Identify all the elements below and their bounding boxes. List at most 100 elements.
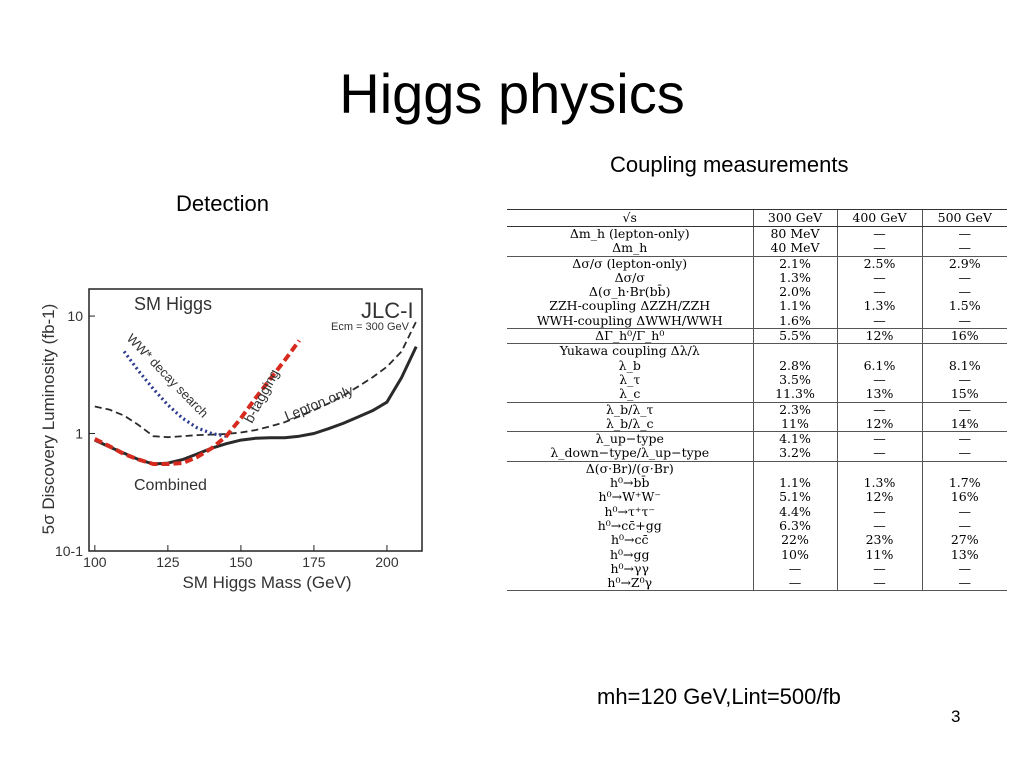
quantity-cell: λ_up−type — [595, 431, 664, 447]
value-cell: 4.1% — [752, 432, 837, 447]
quantity-cell: h⁰→Z⁰γ — [507, 576, 753, 592]
table-row: WWH-coupling ΔWWH/WWH 1.6% — — — [507, 313, 1007, 330]
value-cell: — — [921, 504, 1007, 519]
quantity-cell: λ_b/λ_c — [507, 416, 753, 433]
quantity-cell: Δ(σ_h·Br(bb̄) — [588, 284, 671, 300]
value-cell — [836, 461, 922, 477]
value-cell: — — [752, 576, 837, 592]
value-cell: — — [836, 576, 922, 592]
value-cell: 1.3% — [836, 475, 922, 491]
value-cell: — — [836, 313, 922, 330]
value-cell — [752, 461, 837, 477]
value-cell: 3.2% — [752, 446, 837, 462]
series-line-lepton-only — [94, 321, 418, 439]
quantity-cell: h⁰→τ⁺τ⁻ — [604, 503, 656, 519]
value-cell: 1.5% — [921, 299, 1007, 314]
value-cell: 27% — [921, 532, 1007, 548]
table-row: h⁰→gg 10% 11% 13% — [507, 547, 1007, 562]
energy-note: Ecm = 300 GeV — [331, 321, 410, 333]
series-line-b-tagging — [93, 339, 301, 466]
value-cell: 16% — [921, 328, 1007, 345]
value-cell: 10% — [752, 547, 837, 562]
quantity-cell: Δσ/σ — [614, 269, 645, 285]
value-cell: 11% — [752, 416, 837, 433]
value-cell: 13% — [836, 387, 922, 403]
value-cell: 23% — [836, 532, 922, 548]
value-cell: 5.5% — [752, 328, 837, 345]
table-row: Δσ/σ (lepton-only) 2.1% 2.5% 2.9% — [507, 256, 1007, 271]
quantity-cell: λ_c — [507, 387, 753, 403]
series-label-combined: Combined — [134, 477, 207, 494]
table-row: h⁰→bb̄ 1.1% 1.3% 1.7% — [507, 475, 1007, 491]
quantity-cell: ΔΓ_h⁰/Γ_h⁰ — [507, 328, 753, 345]
quantity-cell: λ_b — [618, 357, 641, 373]
value-cell: 12% — [836, 490, 922, 505]
table-row: ΔΓ_h⁰/Γ_h⁰ 5.5% 12% 16% — [507, 328, 1007, 345]
parameters-note: mh=120 GeV,Lint=500/fb — [597, 684, 841, 709]
table-row: h⁰→γγ — — — — [507, 561, 1007, 577]
quantity-cell: Δm_h — [507, 241, 753, 257]
table-row: λ_b 2.8% 6.1% 8.1% — [507, 357, 1007, 373]
value-cell: — — [836, 561, 922, 577]
table-row: Δσ/σ 1.3% — — — [507, 269, 1007, 286]
y-tick-label: 10 — [67, 308, 83, 324]
table-group: ΔΓ_h⁰/Γ_h⁰ 5.5% 12% 16% — [507, 328, 1007, 345]
value-cell: — — [921, 518, 1007, 534]
table-row: h⁰→Z⁰γ — — — — [507, 576, 1007, 592]
quantity-cell: λ_b/λ_τ — [606, 401, 654, 417]
header-cell-500gev: 500 GeV — [921, 209, 1007, 227]
table-row: λ_b/λ_c 11% 12% 14% — [507, 416, 1007, 433]
value-cell: 16% — [921, 490, 1007, 505]
value-cell: — — [921, 241, 1007, 257]
table-header-row: √s 300 GeV 400 GeV 500 GeV — [507, 209, 1007, 227]
value-cell: 6.3% — [752, 518, 837, 534]
quantity-cell: λ_τ — [619, 371, 641, 387]
quantity-cell: Δσ/σ (lepton-only) — [572, 255, 688, 271]
table-row: ZZH-coupling ΔZZH/ZZH 1.1% 1.3% 1.5% — [507, 299, 1007, 314]
value-cell: — — [921, 313, 1007, 330]
quantity-cell: h⁰→W⁺W⁻ — [598, 489, 661, 505]
table-group: Δ(σ·Br)/(σ·Br) h⁰→bb̄ 1.1% 1.3% 1.7% h⁰→W⁺W⁻ 5… — [507, 461, 1007, 592]
value-cell: 11% — [836, 547, 922, 562]
quantity-cell: Yukawa coupling Δλ/λ — [559, 343, 700, 359]
value-cell: 1.1% — [752, 475, 837, 491]
slide-title: Higgs physics — [339, 62, 685, 125]
chart-title: SM Higgs — [134, 294, 212, 314]
table-group: λ_b/λ_τ 2.3% — — λ_b/λ_c 11% 12% 14% — [507, 402, 1007, 433]
coupling-table: √s 300 GeV 400 GeV 500 GeV Δm_h (lepton-… — [507, 209, 1007, 592]
experiment-label: JLC-I — [361, 298, 414, 323]
table-row: Δ(σ·Br)/(σ·Br) — [507, 461, 1007, 477]
value-cell: 40 MeV — [752, 241, 837, 257]
header-cell-300gev: 300 GeV — [752, 209, 837, 227]
value-cell: 5.1% — [752, 490, 837, 505]
value-cell: — — [836, 446, 922, 462]
value-cell — [921, 343, 1007, 359]
table-row: Δm_h (lepton-only) 80 MeV — — — [507, 226, 1007, 242]
value-cell: 13% — [921, 547, 1007, 562]
value-cell: — — [921, 561, 1007, 577]
quantity-cell: Δm_h (lepton-only) — [569, 226, 690, 241]
x-tick-label: 175 — [302, 554, 326, 570]
table-row: Yukawa coupling Δλ/λ — [507, 344, 1007, 359]
value-cell: 1.3% — [752, 270, 837, 286]
value-cell: — — [752, 561, 837, 577]
quantity-cell: WWH-coupling ΔWWH/WWH — [507, 313, 753, 330]
table-row: λ_b/λ_τ 2.3% — — — [507, 402, 1007, 417]
table-row: h⁰→τ⁺τ⁻ 4.4% — — — [507, 503, 1007, 519]
table-row: λ_down−type/λ_up−type 3.2% — — — [507, 446, 1007, 462]
x-tick-label: 200 — [375, 554, 399, 570]
value-cell: 2.5% — [836, 256, 922, 271]
x-tick-label: 100 — [83, 554, 107, 570]
series-line-combined — [94, 345, 418, 466]
value-cell: 1.6% — [752, 313, 837, 330]
value-cell: 14% — [921, 416, 1007, 433]
value-cell: 4.4% — [752, 504, 837, 519]
x-tick-label: 150 — [229, 554, 253, 570]
value-cell: 11.3% — [752, 387, 837, 403]
value-cell: — — [921, 226, 1007, 242]
value-cell: — — [836, 284, 922, 300]
value-cell: 1.3% — [836, 299, 922, 314]
value-cell: 2.3% — [752, 402, 837, 417]
value-cell: — — [921, 576, 1007, 592]
table-row: λ_up−type 4.1% — — — [507, 432, 1007, 447]
